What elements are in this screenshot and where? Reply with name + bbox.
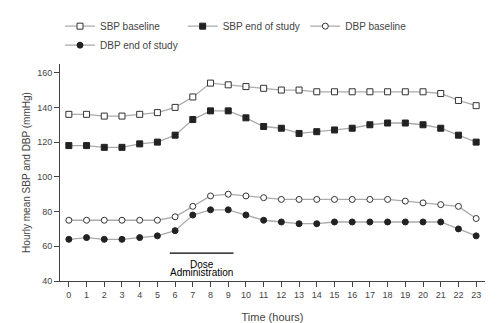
svg-text:18: 18 xyxy=(383,290,393,300)
svg-text:21: 21 xyxy=(436,290,446,300)
svg-text:19: 19 xyxy=(400,290,410,300)
svg-text:16: 16 xyxy=(347,290,357,300)
svg-text:0: 0 xyxy=(66,290,71,300)
svg-text:Dose: Dose xyxy=(190,259,214,270)
svg-text:DBP end of study: DBP end of study xyxy=(100,40,178,51)
svg-text:3: 3 xyxy=(119,290,124,300)
svg-text:7: 7 xyxy=(190,290,195,300)
svg-text:120: 120 xyxy=(37,137,52,147)
svg-text:Administration: Administration xyxy=(170,267,233,278)
svg-text:13: 13 xyxy=(294,290,304,300)
svg-text:160: 160 xyxy=(37,68,52,78)
svg-text:23: 23 xyxy=(471,290,481,300)
svg-text:11: 11 xyxy=(259,290,268,300)
svg-text:2: 2 xyxy=(102,290,107,300)
svg-text:60: 60 xyxy=(42,241,52,251)
svg-text:15: 15 xyxy=(329,290,339,300)
svg-text:6: 6 xyxy=(173,290,178,300)
svg-text:SBP baseline: SBP baseline xyxy=(100,21,160,32)
svg-text:Time (hours): Time (hours) xyxy=(242,311,304,323)
svg-text:140: 140 xyxy=(37,103,52,113)
svg-text:22: 22 xyxy=(453,290,463,300)
svg-text:12: 12 xyxy=(276,290,286,300)
svg-text:Hourly mean SBP and DBP (mmHg): Hourly mean SBP and DBP (mmHg) xyxy=(21,92,32,253)
svg-text:20: 20 xyxy=(418,290,428,300)
svg-text:100: 100 xyxy=(37,172,52,182)
svg-text:4: 4 xyxy=(137,290,142,300)
svg-text:17: 17 xyxy=(365,290,375,300)
svg-text:40: 40 xyxy=(42,276,52,286)
svg-text:80: 80 xyxy=(42,207,52,217)
svg-text:14: 14 xyxy=(312,290,322,300)
svg-text:8: 8 xyxy=(208,290,213,300)
svg-text:SBP end of study: SBP end of study xyxy=(223,21,300,32)
svg-text:DBP baseline: DBP baseline xyxy=(345,21,406,32)
svg-text:1: 1 xyxy=(84,290,89,300)
svg-text:10: 10 xyxy=(241,290,251,300)
svg-text:9: 9 xyxy=(226,290,231,300)
svg-text:5: 5 xyxy=(155,290,160,300)
